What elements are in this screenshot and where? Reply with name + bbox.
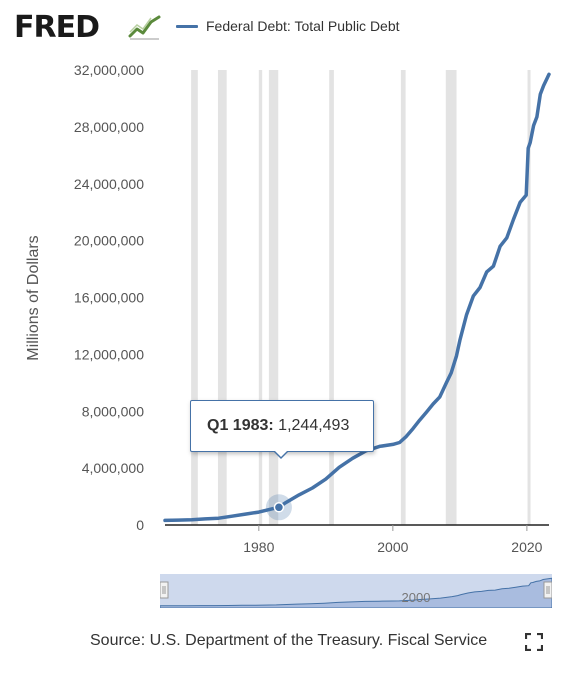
fred-logo[interactable]: FRED — [14, 10, 100, 45]
recession-band — [258, 70, 263, 525]
series-line — [163, 72, 551, 523]
legend-label: Federal Debt: Total Public Debt — [206, 18, 400, 34]
y-tick-label: 8,000,000 — [82, 403, 144, 419]
fullscreen-icon[interactable] — [525, 633, 543, 651]
recession-band — [191, 70, 198, 525]
recession-band — [329, 70, 334, 525]
navigator[interactable]: 2000 — [160, 574, 552, 608]
y-axis: 0 4,000,000 8,000,000 12,000,000 16,000,000 2… — [74, 62, 144, 533]
recession-band — [217, 70, 227, 525]
source-note: Source: U.S. Department of the Treasury.… — [90, 632, 488, 649]
y-tick-label: 32,000,000 — [74, 62, 144, 78]
chart[interactable]: 0 4,000,000 8,000,000 12,000,000 16,000,000 2… — [0, 52, 576, 572]
tooltip-value: 1,244,493 — [278, 417, 350, 434]
highlight-point — [273, 502, 285, 513]
navigator-handle-left[interactable] — [160, 581, 169, 599]
recession-band — [445, 70, 457, 525]
recession-bands — [191, 70, 531, 525]
recession-band — [400, 70, 406, 525]
navigator-tick-label: 2000 — [402, 590, 431, 605]
highlight-group — [265, 494, 292, 521]
legend[interactable]: Federal Debt: Total Public Debt — [176, 16, 400, 36]
y-tick-label: 20,000,000 — [74, 233, 144, 249]
x-tick-label: 2020 — [511, 539, 542, 555]
y-tick-label: 16,000,000 — [74, 290, 144, 306]
recession-band — [527, 70, 531, 525]
series-group — [163, 72, 551, 523]
navigator-area — [160, 577, 552, 608]
recession-band — [268, 70, 279, 525]
y-tick-label: 4,000,000 — [82, 460, 144, 476]
tooltip-notch-inner — [274, 450, 288, 457]
x-tick-label: 2000 — [377, 539, 408, 555]
y-tick-label: 28,000,000 — [74, 119, 144, 135]
tooltip: Q1 1983: 1,244,493 — [190, 400, 374, 459]
y-tick-label: 24,000,000 — [74, 176, 144, 192]
y-axis-label: Millions of Dollars — [25, 235, 42, 360]
legend-swatch — [176, 24, 198, 28]
header: FRED Federal Debt: Total Public Debt — [0, 0, 576, 52]
x-axis: 1980 2000 2020 — [165, 524, 549, 555]
tooltip-date: Q1 1983: — [207, 417, 274, 434]
line-chart-icon — [128, 15, 161, 40]
y-tick-label: 12,000,000 — [74, 346, 144, 362]
x-tick-label: 1980 — [243, 539, 274, 555]
y-tick-label: 0 — [136, 517, 144, 533]
navigator-handle-right[interactable] — [543, 581, 552, 599]
